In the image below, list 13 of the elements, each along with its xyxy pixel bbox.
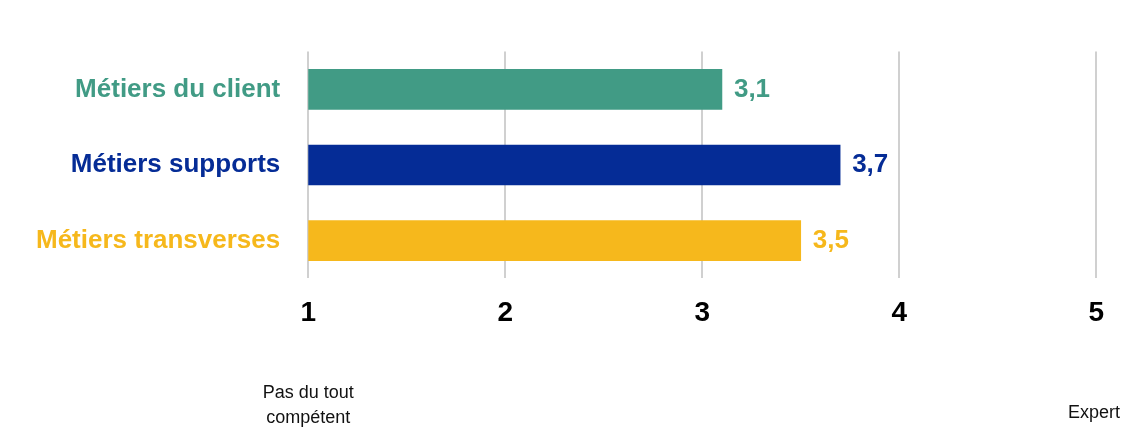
text: Expert <box>1067 402 1120 422</box>
text: Pas du tout compétent <box>262 382 354 427</box>
y-tick-label: Métiers supports <box>70 148 281 179</box>
x-tick-label: 4 <box>891 295 908 327</box>
data-label: 3,1 <box>733 72 771 103</box>
data-label: 3,7 <box>852 148 889 179</box>
x-tick-label: 1 <box>300 295 317 327</box>
y-tick-label: Métiers du client <box>75 72 281 103</box>
data-label: 3,5 <box>812 223 849 254</box>
x-tick-label: 2 <box>497 295 514 327</box>
x-tick-label: 5 <box>1088 295 1104 327</box>
x-tick-label: 3 <box>694 295 711 327</box>
y-tick-label: Métiers transverses <box>35 223 281 254</box>
